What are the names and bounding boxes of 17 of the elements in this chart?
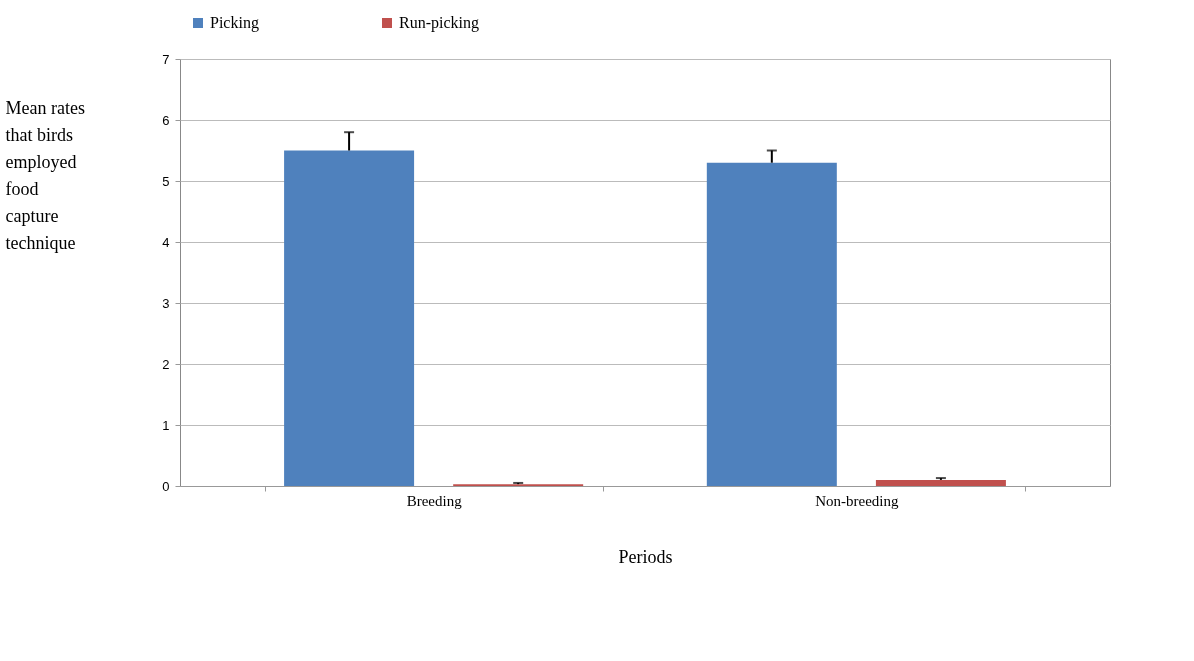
bar [875, 479, 1006, 486]
y-axis-title: Mean rates that birds employed food capture technique [5, 97, 85, 253]
y-tick-label: 6 [162, 112, 170, 128]
x-tick-label: Non-breeding [815, 492, 900, 509]
y-tick-label: 7 [162, 51, 170, 67]
bar [284, 150, 415, 486]
y-tick-label: 1 [162, 417, 170, 433]
legend-label: Picking [210, 14, 259, 32]
y-tick-label: 0 [162, 478, 170, 494]
legend-label: Run-picking [399, 14, 479, 32]
y-tick-label: 3 [162, 295, 170, 311]
y-tick-label: 2 [162, 356, 170, 372]
bar [706, 162, 837, 486]
y-tick-label: 4 [162, 234, 170, 250]
x-axis-title: Periods [618, 546, 673, 567]
y-tick-label: 5 [162, 173, 170, 189]
x-tick-label: Breeding [406, 492, 463, 509]
